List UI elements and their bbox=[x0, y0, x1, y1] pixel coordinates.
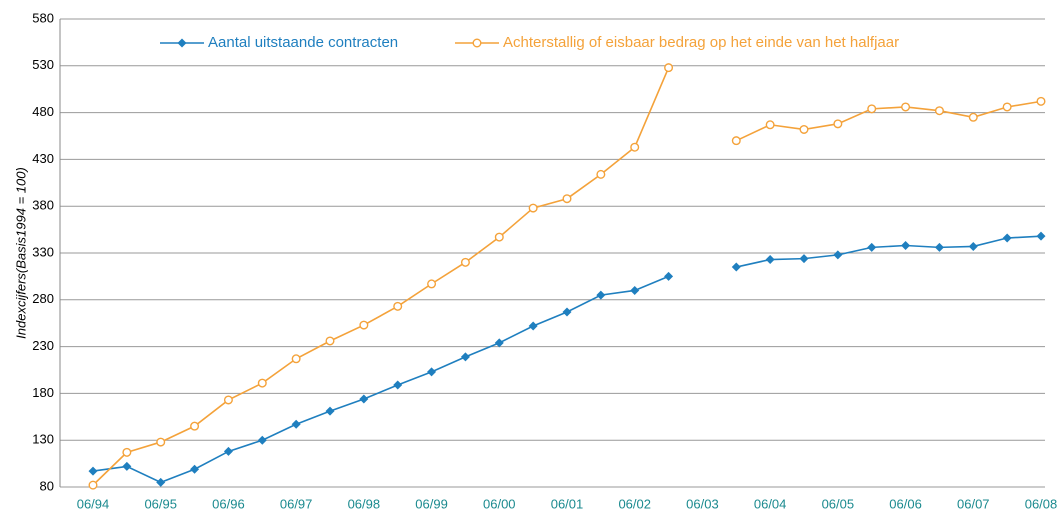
marker bbox=[901, 241, 911, 251]
marker bbox=[731, 262, 741, 272]
x-tick-label: 06/08 bbox=[1025, 496, 1058, 511]
marker bbox=[968, 112, 978, 122]
marker bbox=[1002, 233, 1012, 243]
marker bbox=[833, 119, 843, 129]
marker bbox=[88, 480, 98, 490]
legend-label: Aantal uitstaande contracten bbox=[208, 34, 398, 51]
marker bbox=[630, 142, 640, 152]
series-line bbox=[92, 275, 669, 484]
y-tick-label: 430 bbox=[32, 151, 54, 166]
marker bbox=[494, 338, 504, 348]
legend-label: Achterstallig of eisbaar bedrag op het e… bbox=[503, 34, 899, 51]
y-tick-label: 480 bbox=[32, 104, 54, 119]
y-tick-label: 180 bbox=[32, 385, 54, 400]
x-tick-label: 06/05 bbox=[822, 496, 855, 511]
marker bbox=[664, 63, 674, 73]
marker bbox=[934, 242, 944, 252]
marker bbox=[460, 257, 470, 267]
marker bbox=[156, 437, 166, 447]
marker bbox=[562, 194, 572, 204]
marker bbox=[427, 279, 437, 289]
x-tick-label: 06/99 bbox=[415, 496, 448, 511]
marker bbox=[596, 169, 606, 179]
marker bbox=[223, 395, 233, 405]
marker bbox=[596, 290, 606, 300]
legend-marker bbox=[472, 38, 482, 48]
marker bbox=[630, 285, 640, 295]
x-tick-label: 06/04 bbox=[754, 496, 787, 511]
y-tick-label: 80 bbox=[40, 478, 54, 493]
series-line bbox=[736, 235, 1042, 268]
marker bbox=[901, 102, 911, 112]
x-tick-label: 06/01 bbox=[551, 496, 584, 511]
marker bbox=[291, 419, 301, 429]
x-tick-label: 06/94 bbox=[77, 496, 110, 511]
marker bbox=[1036, 96, 1046, 106]
marker bbox=[1002, 102, 1012, 112]
marker bbox=[257, 378, 267, 388]
x-tick-label: 06/06 bbox=[889, 496, 922, 511]
marker bbox=[765, 255, 775, 265]
y-axis-label: Indexcijfers(Basis1994 = 100) bbox=[13, 167, 28, 339]
y-tick-label: 230 bbox=[32, 338, 54, 353]
marker bbox=[731, 136, 741, 146]
marker bbox=[393, 380, 403, 390]
marker bbox=[867, 104, 877, 114]
y-tick-label: 580 bbox=[32, 10, 54, 25]
marker bbox=[325, 336, 335, 346]
marker bbox=[393, 301, 403, 311]
y-tick-label: 380 bbox=[32, 198, 54, 213]
marker bbox=[494, 232, 504, 242]
marker bbox=[833, 250, 843, 260]
marker bbox=[122, 447, 132, 457]
marker bbox=[156, 477, 166, 487]
marker bbox=[1036, 231, 1046, 241]
marker bbox=[968, 241, 978, 251]
marker bbox=[427, 367, 437, 377]
marker bbox=[190, 421, 200, 431]
marker bbox=[257, 435, 267, 445]
marker bbox=[664, 271, 674, 281]
marker bbox=[867, 242, 877, 252]
marker bbox=[765, 120, 775, 130]
marker bbox=[799, 254, 809, 264]
marker bbox=[122, 461, 132, 471]
marker bbox=[359, 320, 369, 330]
marker bbox=[291, 354, 301, 364]
y-tick-label: 530 bbox=[32, 57, 54, 72]
y-tick-label: 130 bbox=[32, 432, 54, 447]
y-tick-label: 330 bbox=[32, 244, 54, 259]
x-tick-label: 06/00 bbox=[483, 496, 516, 511]
marker bbox=[562, 307, 572, 317]
marker bbox=[88, 466, 98, 476]
marker bbox=[934, 106, 944, 116]
x-tick-label: 06/02 bbox=[618, 496, 651, 511]
marker bbox=[460, 352, 470, 362]
series-line bbox=[92, 67, 670, 486]
marker bbox=[359, 394, 369, 404]
x-tick-label: 06/96 bbox=[212, 496, 245, 511]
marker bbox=[325, 406, 335, 416]
marker bbox=[190, 464, 200, 474]
marker bbox=[528, 321, 538, 331]
x-tick-label: 06/98 bbox=[348, 496, 381, 511]
marker bbox=[528, 203, 538, 213]
x-tick-label: 06/95 bbox=[144, 496, 177, 511]
x-tick-label: 06/97 bbox=[280, 496, 313, 511]
series-line bbox=[735, 100, 1042, 142]
y-tick-label: 280 bbox=[32, 291, 54, 306]
x-tick-label: 06/03 bbox=[686, 496, 719, 511]
marker bbox=[799, 124, 809, 134]
legend-marker bbox=[177, 38, 187, 48]
x-tick-label: 06/07 bbox=[957, 496, 990, 511]
marker bbox=[223, 446, 233, 456]
